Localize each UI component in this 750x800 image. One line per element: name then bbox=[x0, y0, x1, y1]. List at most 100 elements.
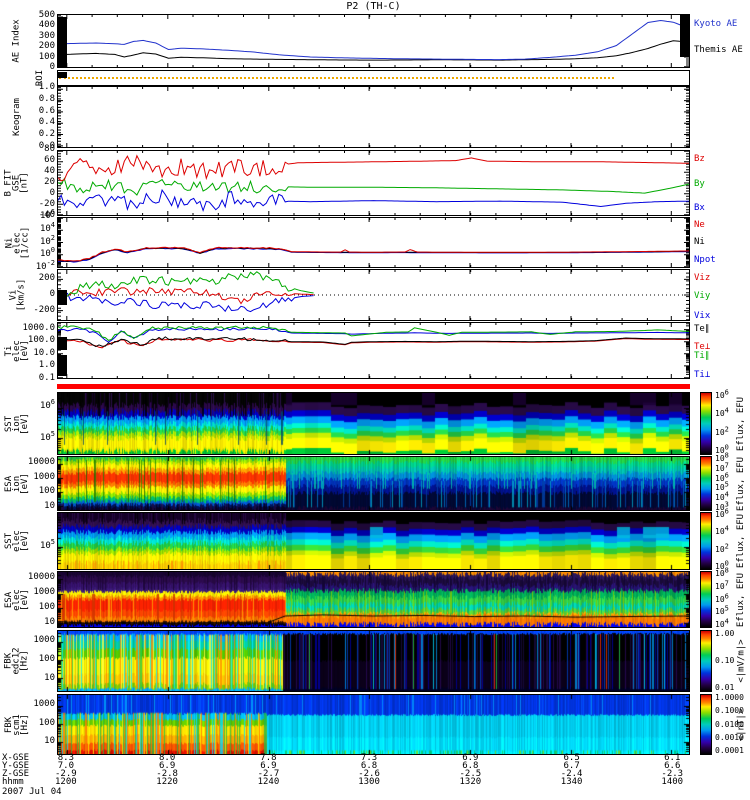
footer-z-value: -2.6 bbox=[358, 769, 380, 779]
sst_elec-ytick: 105 bbox=[39, 538, 55, 552]
series-Te∥ bbox=[58, 336, 689, 348]
esa_ion-colorbar-tick: 106 bbox=[715, 471, 729, 483]
sst_elec-spectrogram bbox=[58, 513, 689, 569]
footer-hhmm-value: 1300 bbox=[358, 777, 380, 787]
series-Vix bbox=[58, 290, 314, 313]
esa_ion-spectrogram bbox=[58, 457, 689, 510]
footer-z-value: -2.7 bbox=[257, 769, 280, 779]
esa_elec-colorbar-unit: Eflux, EFU bbox=[736, 572, 747, 627]
esa_elec-colorbar-tick: 105 bbox=[715, 604, 729, 617]
esa_elec-colorbar-tick: 104 bbox=[715, 616, 729, 629]
esa_elec-spectrogram bbox=[58, 572, 689, 627]
series-Npot bbox=[58, 247, 689, 263]
esa_ion-colorbar-tick: 103 bbox=[715, 500, 729, 512]
series-Ne bbox=[58, 246, 689, 262]
esa_elec-colorbar bbox=[700, 571, 712, 628]
footer-x-value: 6.5 bbox=[563, 753, 580, 763]
roi-dotted-line bbox=[59, 77, 614, 79]
fbk_e-ytick: 100 bbox=[38, 654, 55, 665]
footer-hhmm-value: 1220 bbox=[156, 777, 178, 787]
b-series-label-Bx: Bx bbox=[694, 203, 705, 214]
flag-bar-ae bbox=[58, 17, 67, 67]
keo-plot bbox=[58, 87, 689, 147]
series-Themis AE bbox=[58, 40, 689, 61]
footer-hhmm-value: 1340 bbox=[560, 777, 583, 787]
ae-series-label-ThemisAE: Themis AE bbox=[694, 45, 743, 56]
b-ytick: 80 bbox=[44, 144, 55, 155]
series-Te⊥ bbox=[58, 337, 689, 349]
fbk_e-colorbar-tick: 1.00 bbox=[715, 628, 735, 638]
fbk_s-colorbar-tick: 1.0000 bbox=[715, 692, 744, 702]
keo-ytick: 1.0 bbox=[38, 82, 55, 93]
footer-y-value: 6.7 bbox=[563, 761, 580, 771]
vi-plot bbox=[58, 270, 689, 320]
panel-sst_ion bbox=[57, 392, 690, 455]
sst_ion-colorbar-unit: Eflux, EFU bbox=[736, 396, 747, 451]
sst_ion-colorbar bbox=[700, 392, 712, 455]
flag-bar-ae bbox=[680, 15, 689, 58]
fbk_e-ytick: 10 bbox=[44, 672, 55, 683]
esa_elec-ytick: 10 bbox=[44, 617, 55, 628]
flag-bar-ti bbox=[58, 337, 67, 350]
keo-ytick: 0.0 bbox=[38, 140, 55, 151]
ae-ytick: 0 bbox=[49, 61, 55, 72]
footer-hhmm-value: 1200 bbox=[55, 777, 77, 787]
fbk_e-spectrogram bbox=[58, 631, 689, 691]
panel-roi bbox=[57, 70, 690, 86]
sst_ion-axis-label: SST ion [eV] bbox=[4, 412, 30, 435]
ae-series-label-KyotoAE: Kyoto AE bbox=[694, 19, 738, 30]
fbk_s-colorbar-tick: 0.0100 bbox=[715, 719, 744, 729]
esa_elec-colorbar-tick: 107 bbox=[715, 579, 729, 591]
ae-ytick: 500 bbox=[38, 10, 55, 21]
footer-row-label-Z-GSE: Z-GSE bbox=[2, 769, 30, 779]
series-Bx bbox=[58, 188, 689, 213]
ti-ytick: 1000.0 bbox=[22, 322, 55, 333]
footer-z-value: -2.4 bbox=[560, 769, 583, 779]
fbk_s-ytick: 100 bbox=[38, 717, 55, 728]
sst_elec-colorbar-unit-wrap: Eflux, EFU bbox=[733, 512, 750, 570]
panel-ni bbox=[57, 217, 690, 268]
series-Kyoto AE bbox=[58, 19, 689, 61]
sst_ion-ytick: 105 bbox=[39, 429, 55, 443]
sst_ion-colorbar-tick: 100 bbox=[715, 443, 729, 456]
panel-keo bbox=[57, 86, 690, 148]
esa_ion-colorbar-unit: Eflux, EFU bbox=[736, 456, 747, 511]
ti-ytick: 100.0 bbox=[27, 335, 55, 346]
fbk_s-ytick: 10 bbox=[44, 736, 55, 747]
esa_ion-colorbar bbox=[700, 456, 712, 511]
fbk_s-colorbar-tick: 0.0001 bbox=[715, 746, 744, 756]
footer-row-label-hhmm: hhmm bbox=[2, 777, 24, 787]
ti-plot bbox=[58, 323, 689, 378]
keo-ytick: 0.2 bbox=[38, 129, 55, 140]
esa_elec-colorbar-unit-wrap: Eflux, EFU bbox=[733, 571, 750, 628]
series-Viy bbox=[58, 271, 314, 299]
fbk_s-ytick: 1000 bbox=[33, 699, 55, 710]
footer-y-value: 7.0 bbox=[57, 761, 74, 771]
ae-ytick: 400 bbox=[38, 20, 55, 31]
ni-ytick: 100 bbox=[39, 246, 55, 260]
b-ytick: 20 bbox=[44, 177, 55, 187]
footer-x-value: 8.0 bbox=[159, 753, 176, 763]
footer-x-value: 7.3 bbox=[360, 753, 378, 763]
esa_elec-ytick: 100 bbox=[38, 602, 55, 613]
ti-ytick: 0.1 bbox=[38, 372, 55, 383]
ni-series-label-Npot: Npot bbox=[694, 254, 716, 265]
panel-esa_ion bbox=[57, 456, 690, 511]
vi-series-label-Viz: Viz bbox=[694, 273, 711, 284]
ni-ytick: 10-2 bbox=[35, 258, 55, 272]
ti-ytick: 1.0 bbox=[38, 360, 55, 371]
panel-ae bbox=[57, 14, 690, 68]
ti-series-label-Te: Te∥ bbox=[694, 323, 710, 334]
b-ytick: -40 bbox=[38, 209, 55, 220]
footer-y-value: 6.8 bbox=[360, 761, 378, 771]
b-ytick: -20 bbox=[38, 199, 55, 209]
panel-fbk_s bbox=[57, 694, 690, 755]
panel-b bbox=[57, 150, 690, 216]
series-Ti⊥ bbox=[58, 327, 689, 343]
esa_ion-colorbar-tick: 108 bbox=[715, 451, 729, 464]
sst_elec-colorbar-tick: 104 bbox=[715, 524, 729, 537]
sst_elec-colorbar-unit: Eflux, EFU bbox=[736, 513, 747, 569]
footer-hhmm-value: 1400 bbox=[661, 777, 684, 787]
sst_elec-colorbar bbox=[700, 512, 712, 570]
